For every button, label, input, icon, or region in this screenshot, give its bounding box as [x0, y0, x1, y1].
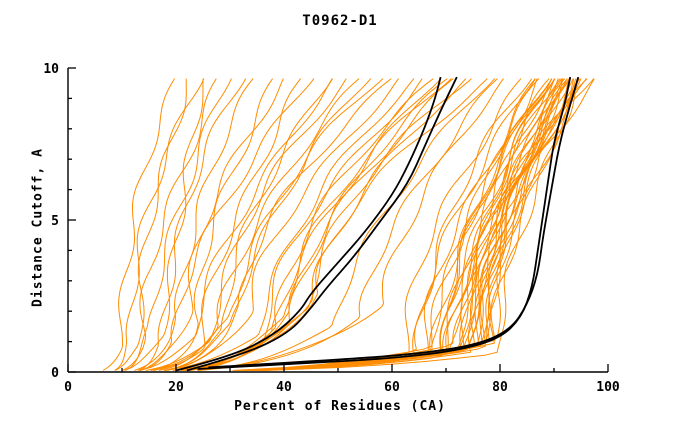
model-curve: [153, 78, 302, 371]
y-tick-label: 0: [51, 366, 59, 381]
model-curve: [245, 78, 563, 371]
model-curve: [259, 78, 588, 371]
model-curve: [165, 78, 392, 371]
model-curve: [115, 78, 187, 371]
model-curve: [240, 78, 553, 371]
highlight-curve: [208, 76, 580, 369]
model-curve: [245, 78, 536, 371]
chart-title: T0962-D1: [302, 13, 378, 29]
x-tick-label: 0: [64, 380, 72, 395]
model-curve: [158, 78, 384, 371]
model-curve: [122, 78, 217, 371]
model-curve: [150, 78, 360, 371]
highlight-curve: [186, 76, 458, 372]
x-tick-label: 40: [276, 380, 292, 395]
model-curve: [261, 78, 574, 371]
model-curve: [163, 78, 415, 371]
model-curve: [246, 78, 570, 371]
model-curve: [137, 78, 247, 371]
model-curve: [183, 78, 467, 371]
model-curve: [246, 78, 580, 371]
model-curve: [198, 78, 498, 371]
model-curve: [197, 78, 496, 371]
model-curve: [246, 78, 556, 371]
model-curve: [255, 78, 568, 371]
y-tick-label: 10: [43, 62, 59, 77]
model-curve: [134, 78, 254, 371]
y-axis-label: Distance Cutoff, A: [30, 148, 46, 307]
model-curve: [246, 78, 564, 371]
model-curve: [253, 78, 566, 371]
x-axis-label: Percent of Residues (CA): [234, 399, 446, 414]
model-curve: [124, 78, 232, 371]
model-curve: [180, 78, 442, 371]
y-tick-label: 5: [51, 214, 59, 229]
model-curve: [140, 78, 284, 371]
highlight-curve: [175, 76, 442, 372]
model-curve: [139, 78, 315, 371]
model-curve: [124, 78, 204, 371]
model-curve: [164, 78, 372, 371]
model-curve: [184, 78, 452, 371]
x-tick-label: 60: [384, 380, 400, 395]
model-curve: [102, 78, 176, 371]
model-curve: [176, 78, 434, 371]
x-tick-label: 20: [168, 380, 184, 395]
model-curve: [139, 78, 333, 371]
model-curve: [164, 78, 333, 371]
model-curve: [246, 78, 559, 371]
model-curve: [114, 78, 205, 371]
model-curve: [246, 78, 533, 371]
model-curve: [172, 78, 423, 371]
model-curve: [197, 78, 504, 371]
x-tick-label: 80: [492, 380, 508, 395]
model-curve: [145, 78, 347, 371]
x-tick-label: 100: [596, 380, 620, 395]
model-curve: [234, 78, 522, 371]
model-curve: [166, 78, 399, 371]
model-curve: [186, 78, 454, 371]
model-curve: [250, 78, 553, 371]
model-curve: [253, 78, 575, 371]
model-curve: [153, 78, 274, 371]
model-curve: [190, 78, 472, 371]
highlight-curve: [197, 76, 572, 370]
